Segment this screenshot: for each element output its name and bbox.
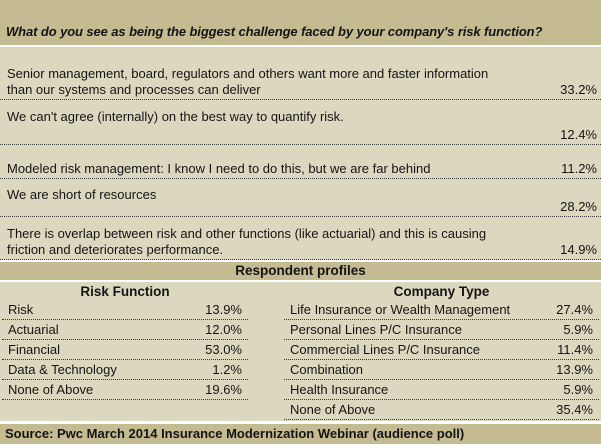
row-value: 12.0% [205,322,242,337]
challenge-text-line-2: than our systems and processes can deliv… [7,81,261,97]
row-value: 11.4% [557,342,593,357]
challenge-text: We are short of resources [7,187,545,203]
source-footer: Source: Pwc March 2014 Insurance Moderni… [0,424,601,444]
page-title: What do you see as being the biggest cha… [6,24,543,39]
table-row: None of Above 35.4% [284,400,599,420]
challenge-percentage: 28.2% [560,199,597,214]
challenge-text-line-2: friction and deteriorates performance. [7,241,224,257]
row-label: Health Insurance [290,382,389,397]
table-row: Health Insurance 5.9% [284,380,599,400]
row-value: 27.4% [556,302,593,317]
challenge-row: Senior management, board, regulators and… [0,47,601,100]
row-label: Commercial Lines P/C Insurance [290,342,481,357]
source-text: Source: Pwc March 2014 Insurance Moderni… [5,426,465,441]
row-label: Life Insurance or Wealth Management [290,302,511,317]
row-value: 53.0% [205,342,242,357]
challenge-percentage: 12.4% [560,127,597,142]
row-label: Risk [8,302,34,317]
row-label: Combination [290,362,363,377]
risk-function-header: Risk Function [80,284,170,299]
company-type-rows: Life Insurance or Wealth Management 27.4… [284,300,599,420]
row-value: 13.9% [205,302,242,317]
row-label: Data & Technology [8,362,117,377]
row-value: 1.2% [212,362,242,377]
challenge-text-line-1: We can't agree (internally) on the best … [7,109,344,124]
respondent-profiles-band: Respondent profiles [0,262,601,280]
table-row: Actuarial 12.0% [2,320,248,340]
challenge-row: There is overlap between risk and other … [0,217,601,260]
challenges-table: Senior management, board, regulators and… [0,47,601,260]
row-value: 5.9% [563,382,593,397]
risk-function-table: Risk Function Risk 13.9% Actuarial 12.0%… [2,283,248,421]
risk-function-rows: Risk 13.9% Actuarial 12.0% Financial 53.… [2,300,248,400]
table-row: Commercial Lines P/C Insurance 11.4% [284,340,599,360]
table-row: Personal Lines P/C Insurance 5.9% [284,320,599,340]
challenge-text: There is overlap between risk and other … [7,226,545,257]
challenge-row: Modeled risk management: I know I need t… [0,145,601,179]
table-row: Life Insurance or Wealth Management 27.4… [284,300,599,320]
row-value: 5.9% [563,322,593,337]
row-label: Personal Lines P/C Insurance [290,322,462,337]
question-header: What do you see as being the biggest cha… [0,0,601,45]
challenge-percentage: 14.9% [560,242,597,257]
row-value: 13.9% [556,362,593,377]
table-row: Financial 53.0% [2,340,248,360]
challenge-text: We can't agree (internally) on the best … [7,109,545,125]
challenge-row: We can't agree (internally) on the best … [0,100,601,145]
table-row: Combination 13.9% [284,360,599,380]
table-row: Risk 13.9% [2,300,248,320]
challenge-text: Senior management, board, regulators and… [7,66,545,97]
row-value: 19.6% [205,382,242,397]
row-label: Actuarial [8,322,59,337]
row-value: 35.4% [556,402,593,417]
row-label: None of Above [290,402,376,417]
row-label: Financial [8,342,61,357]
company-type-header: Company Type [393,284,490,299]
table-row: None of Above 19.6% [2,380,248,400]
challenge-text-line-1: Senior management, board, regulators and… [7,66,489,81]
challenge-text-line-1: There is overlap between risk and other … [7,226,487,241]
table-row: Data & Technology 1.2% [2,360,248,380]
row-label: None of Above [8,382,94,397]
challenge-text: Modeled risk management: I know I need t… [7,161,545,177]
respondent-profiles-title: Respondent profiles [235,263,366,278]
respondent-profiles-section: Risk Function Risk 13.9% Actuarial 12.0%… [0,282,601,421]
company-type-table: Company Type Life Insurance or Wealth Ma… [284,283,599,421]
challenge-percentage: 11.2% [561,161,597,176]
challenge-text-line-1: We are short of resources [7,187,157,202]
challenge-percentage: 33.2% [560,82,597,97]
challenge-row: We are short of resources 28.2% [0,179,601,217]
challenge-text-line-1: Modeled risk management: I know I need t… [7,160,431,176]
